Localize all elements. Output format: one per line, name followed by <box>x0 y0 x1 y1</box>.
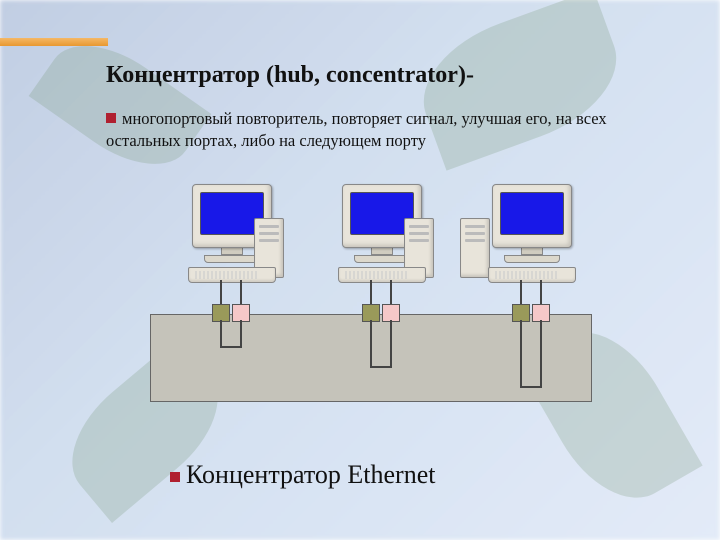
cable <box>240 280 242 304</box>
monitor-icon <box>492 184 572 248</box>
cable <box>390 280 392 304</box>
keyboard-icon <box>338 267 426 283</box>
monitor-stand <box>371 248 393 255</box>
cable <box>240 320 242 346</box>
hub-diagram <box>150 184 590 444</box>
cable <box>370 366 392 368</box>
computer-node <box>168 184 296 283</box>
bullet-icon <box>106 113 116 123</box>
body-text: многопортовый повторитель, повторяет сиг… <box>106 109 607 150</box>
monitor-base <box>204 255 260 263</box>
cable <box>220 280 222 304</box>
slide: Концентратор (hub, concentrator)- многоп… <box>0 0 720 540</box>
caption-text: Концентратор Ethernet <box>186 460 435 489</box>
slide-caption: Концентратор Ethernet <box>170 460 435 490</box>
keyboard-icon <box>188 267 276 283</box>
cable <box>520 280 522 304</box>
computer-node <box>468 184 596 283</box>
cable <box>370 320 372 366</box>
keyboard-icon <box>488 267 576 283</box>
slide-body: многопортовый повторитель, повторяет сиг… <box>106 108 636 153</box>
cable <box>540 280 542 304</box>
tower-icon <box>460 218 490 278</box>
bullet-icon <box>170 472 180 482</box>
accent-bar <box>0 38 108 46</box>
monitor-stand <box>521 248 543 255</box>
computer-node <box>318 184 446 283</box>
cable <box>370 280 372 304</box>
cable <box>220 320 222 346</box>
screen-icon <box>500 192 564 235</box>
monitor-stand <box>221 248 243 255</box>
monitor-base <box>504 255 560 263</box>
cable <box>520 386 542 388</box>
cable <box>220 346 242 348</box>
cable <box>540 320 542 386</box>
cable <box>390 320 392 366</box>
monitor-base <box>354 255 410 263</box>
slide-title: Концентратор (hub, concentrator)- <box>106 62 474 89</box>
cable <box>520 320 522 386</box>
